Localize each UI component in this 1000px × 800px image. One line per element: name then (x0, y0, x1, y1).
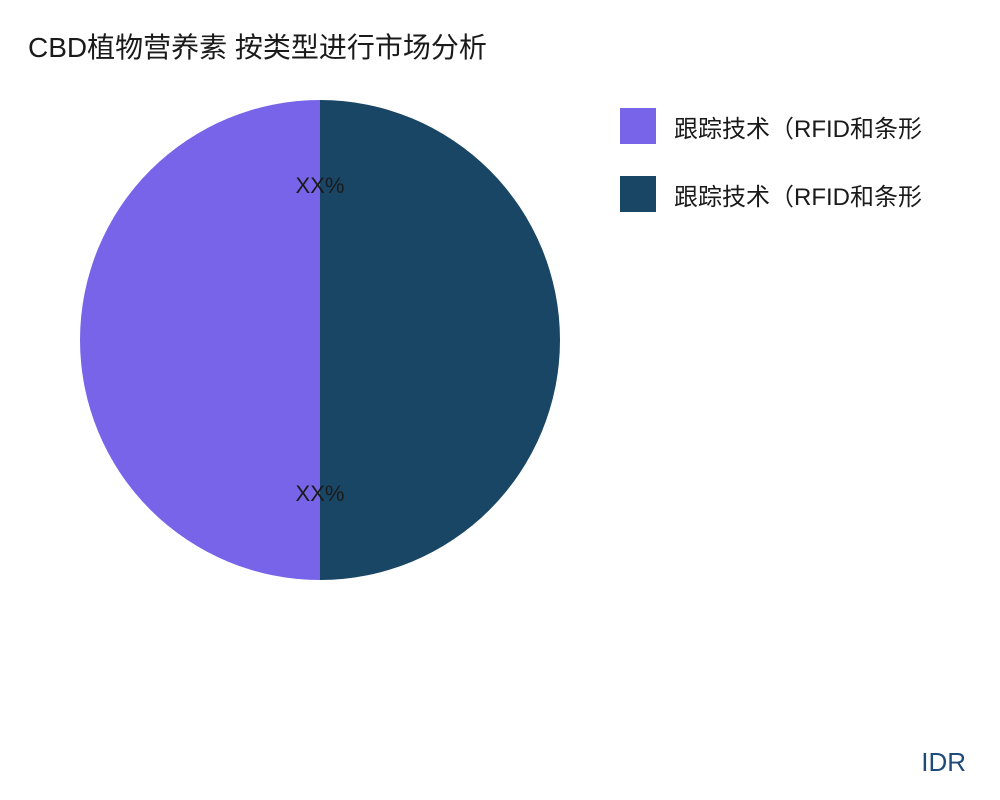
pie-svg (80, 100, 560, 580)
legend: 跟踪技术（RFID和条形跟踪技术（RFID和条形 (620, 108, 1000, 244)
pie-slice-label: XX% (296, 481, 345, 507)
pie-slice (80, 100, 320, 580)
legend-item: 跟踪技术（RFID和条形 (620, 108, 1000, 144)
pie-slice-label: XX% (296, 173, 345, 199)
legend-label: 跟踪技术（RFID和条形 (674, 177, 922, 212)
legend-swatch (620, 176, 656, 212)
chart-title: CBD植物营养素 按类型进行市场分析 (28, 26, 487, 66)
legend-swatch (620, 108, 656, 144)
footer-label: IDR (921, 747, 966, 778)
pie-slice (320, 100, 560, 580)
pie-chart: XX% XX% (80, 100, 560, 580)
legend-item: 跟踪技术（RFID和条形 (620, 176, 1000, 212)
legend-label: 跟踪技术（RFID和条形 (674, 109, 922, 144)
